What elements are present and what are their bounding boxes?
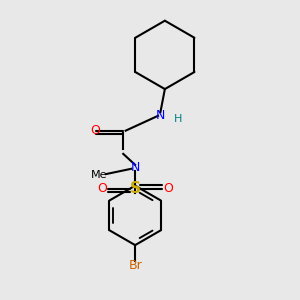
Text: O: O: [90, 124, 100, 137]
Text: Me: Me: [91, 170, 108, 180]
Text: Br: Br: [128, 260, 142, 272]
Text: S: S: [130, 181, 141, 196]
Text: H: H: [174, 114, 182, 124]
Text: N: N: [130, 161, 140, 174]
Text: O: O: [97, 182, 107, 195]
Text: N: N: [156, 109, 165, 122]
Text: O: O: [163, 182, 173, 195]
